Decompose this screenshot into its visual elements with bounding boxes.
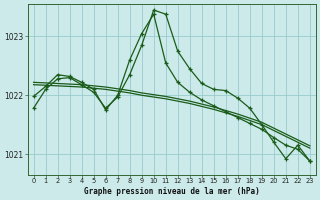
X-axis label: Graphe pression niveau de la mer (hPa): Graphe pression niveau de la mer (hPa) [84,187,260,196]
